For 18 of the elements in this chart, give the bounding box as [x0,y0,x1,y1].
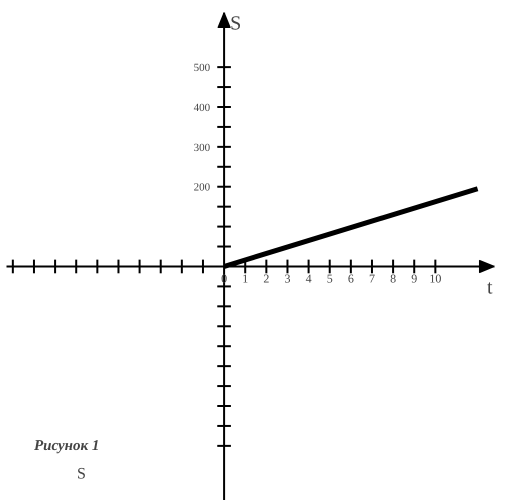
x-tick-label: 4 [306,271,312,286]
x-tick-label: 8 [390,271,396,286]
y-tick-label: 200 [194,182,211,194]
x-tick-label: 10 [429,271,442,286]
x-axis-title: t [486,276,493,298]
annotation: S [76,465,86,482]
y-axis-title: S [230,12,242,34]
x-tick-label: 6 [348,271,354,286]
y-tick-label: 500 [194,62,211,74]
x-tick-label: 5 [326,271,333,286]
x-tick-label: 7 [368,271,375,286]
annotation: Рисунок 1 [34,438,100,454]
x-tick-label: 2 [263,271,270,286]
y-tick-label: 400 [194,102,211,114]
x-tick-label: 1 [242,271,248,286]
x-tick-label: 9 [411,271,418,286]
y-tick-label: 300 [194,142,211,154]
x-tick-label: 3 [284,271,290,286]
